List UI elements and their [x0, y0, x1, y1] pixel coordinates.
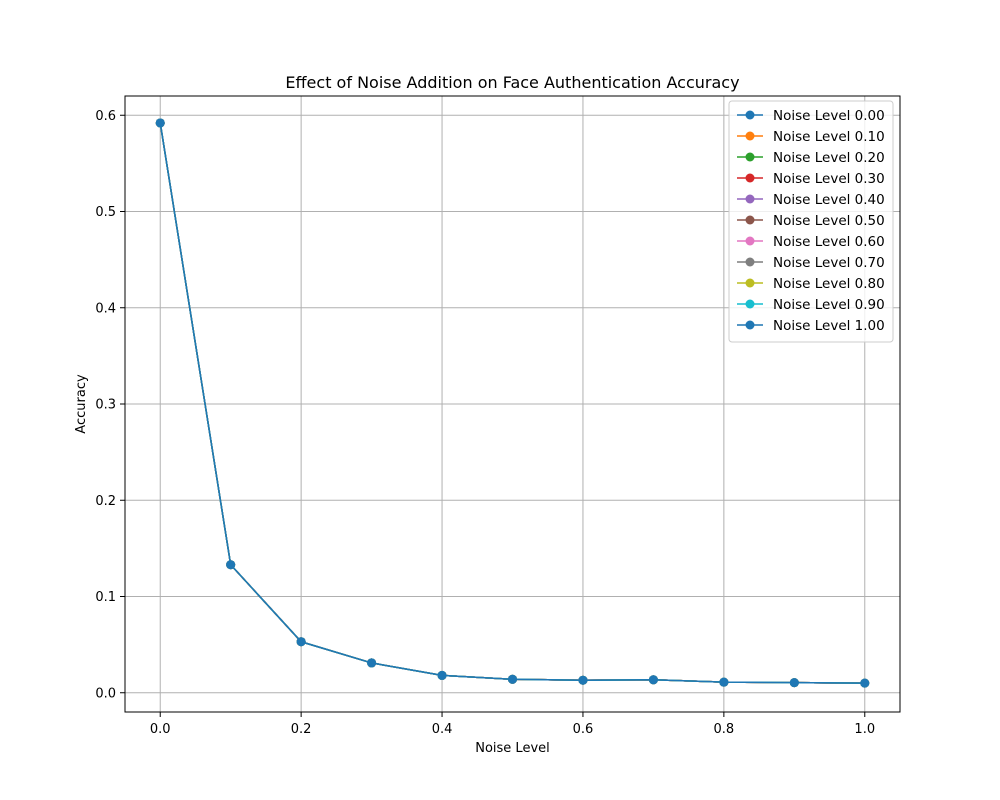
- x-tick-label: 0.4: [432, 722, 453, 737]
- legend-entry: Noise Level 1.00: [737, 318, 885, 334]
- y-tick-label: 0.3: [95, 398, 116, 413]
- y-tick-label: 0.0: [95, 686, 116, 701]
- legend-marker: [745, 215, 755, 225]
- series-lines: [155, 118, 870, 688]
- legend-entry: Noise Level 0.60: [737, 234, 885, 250]
- chart-title: Effect of Noise Addition on Face Authent…: [285, 73, 739, 92]
- legend-marker: [745, 236, 755, 246]
- legend-label: Noise Level 0.40: [773, 192, 885, 208]
- data-point: [789, 678, 799, 688]
- legend-entry: Noise Level 0.20: [737, 150, 885, 166]
- legend-marker: [745, 152, 755, 162]
- legend-label: Noise Level 0.00: [773, 108, 885, 124]
- legend-label: Noise Level 0.30: [773, 171, 885, 187]
- y-tick-label: 0.5: [95, 205, 116, 220]
- legend-label: Noise Level 0.20: [773, 150, 885, 166]
- legend-entry: Noise Level 0.90: [737, 297, 885, 313]
- y-axis-ticks: 0.0 0.1 0.2 0.3 0.4 0.5 0.6: [95, 109, 125, 701]
- data-point: [648, 675, 658, 685]
- x-tick-label: 0.6: [573, 722, 594, 737]
- legend-entry: Noise Level 0.30: [737, 171, 885, 187]
- legend-label: Noise Level 0.10: [773, 129, 885, 145]
- x-tick-label: 0.2: [291, 722, 312, 737]
- y-tick-label: 0.4: [95, 301, 116, 316]
- legend-marker: [745, 194, 755, 204]
- legend-marker: [745, 131, 755, 141]
- legend-label: Noise Level 0.70: [773, 255, 885, 271]
- x-tick-label: 1.0: [854, 722, 875, 737]
- data-point: [860, 678, 870, 688]
- y-tick-label: 0.1: [95, 590, 116, 605]
- legend-marker: [745, 278, 755, 288]
- data-point: [578, 675, 588, 685]
- legend-label: Noise Level 0.50: [773, 213, 885, 229]
- x-axis-label: Noise Level: [475, 741, 550, 756]
- legend-entry: Noise Level 0.10: [737, 129, 885, 145]
- legend-entry: Noise Level 0.80: [737, 276, 885, 292]
- legend-entry: Noise Level 0.40: [737, 192, 885, 208]
- legend-label: Noise Level 0.60: [773, 234, 885, 250]
- data-point: [155, 118, 165, 128]
- x-tick-label: 0.8: [714, 722, 735, 737]
- legend-marker: [745, 299, 755, 309]
- y-axis-label: Accuracy: [74, 374, 89, 434]
- legend-entry: Noise Level 0.50: [737, 213, 885, 229]
- legend-label: Noise Level 1.00: [773, 318, 885, 334]
- y-tick-label: 0.6: [95, 109, 116, 124]
- series: [155, 118, 870, 688]
- legend-entry: Noise Level 0.70: [737, 255, 885, 271]
- data-point: [437, 670, 447, 680]
- legend-box: [728, 100, 894, 343]
- legend: Noise Level 0.00 Noise Level 0.10 Noise Le…: [728, 100, 894, 343]
- x-axis-ticks: 0.0 0.2 0.4 0.6 0.8 1.0: [150, 712, 875, 737]
- x-tick-label: 0.0: [150, 722, 171, 737]
- legend-label: Noise Level 0.90: [773, 297, 885, 313]
- data-point: [296, 637, 306, 647]
- legend-marker: [745, 173, 755, 183]
- data-point: [226, 560, 236, 570]
- legend-marker: [745, 257, 755, 267]
- data-point: [719, 677, 729, 687]
- data-point: [367, 658, 377, 668]
- data-point: [508, 674, 517, 684]
- y-tick-label: 0.2: [95, 494, 116, 509]
- legend-marker: [745, 110, 755, 120]
- legend-label: Noise Level 0.80: [773, 276, 885, 292]
- legend-marker: [745, 320, 755, 330]
- legend-entry: Noise Level 0.00: [737, 108, 885, 124]
